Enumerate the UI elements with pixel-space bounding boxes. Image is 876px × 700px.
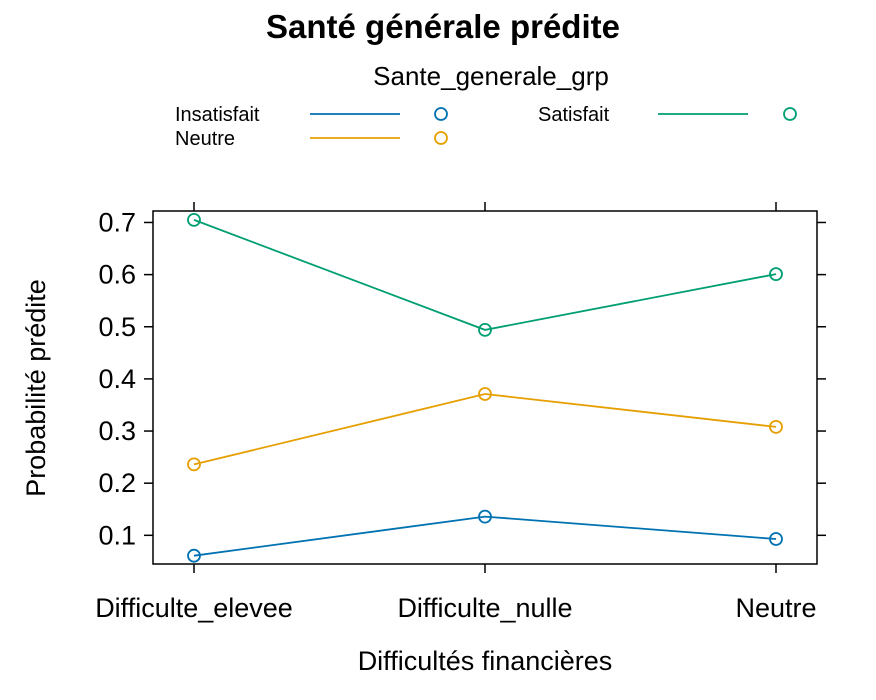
data-point-insatisfait — [769, 532, 783, 546]
x-axis-label: Difficultés financières — [358, 646, 613, 676]
series-line-neutre — [193, 393, 777, 466]
x-tick-label: Neutre — [735, 593, 816, 623]
data-point-neutre — [478, 387, 492, 401]
y-tick-label: 0.3 — [98, 416, 136, 446]
legend-marker-satisfait — [783, 107, 797, 121]
data-point-satisfait — [478, 322, 492, 337]
data-point-insatisfait — [187, 548, 201, 563]
series-layer — [187, 212, 783, 563]
data-point-satisfait — [187, 212, 201, 227]
y-tick-label: 0.5 — [98, 312, 136, 342]
legend-label-satisfait: Satisfait — [538, 104, 610, 126]
legend-label-insatisfait: Insatisfait — [175, 104, 260, 126]
data-point-satisfait — [769, 267, 783, 282]
data-point-neutre — [769, 419, 783, 434]
data-point-insatisfait — [478, 509, 492, 524]
x-tick-label: Difficulte_elevee — [95, 593, 293, 623]
axes: Difficulte_elevee Difficulte_nulle Neutre 0… — [95, 202, 826, 623]
y-axis-label: Probabilité prédite — [21, 279, 51, 497]
y-tick-label: 0.2 — [98, 468, 136, 498]
y-tick-label: 0.1 — [98, 520, 136, 550]
chart-title: Santé générale prédite — [266, 8, 620, 45]
legend-label-neutre: Neutre — [175, 128, 235, 150]
y-tick-label: 0.4 — [98, 364, 136, 394]
series-line-insatisfait — [193, 515, 777, 557]
series-line-satisfait — [193, 219, 777, 331]
series-neutre — [187, 387, 783, 472]
data-point-neutre — [187, 457, 201, 472]
legend-item-satisfait: Satisfait — [538, 104, 797, 126]
legend-item-neutre: Neutre — [175, 128, 448, 150]
legend-item-insatisfait: Insatisfait — [175, 104, 448, 126]
legend-marker-neutre — [434, 131, 448, 145]
legend-marker-insatisfait — [434, 107, 448, 121]
series-insatisfait — [187, 509, 783, 563]
y-tick-label: 0.6 — [98, 260, 136, 290]
y-tick-label: 0.7 — [98, 207, 136, 237]
x-tick-label: Difficulte_nulle — [397, 593, 572, 623]
legend-title: Sante_generale_grp — [373, 61, 609, 91]
series-satisfait — [187, 212, 783, 337]
